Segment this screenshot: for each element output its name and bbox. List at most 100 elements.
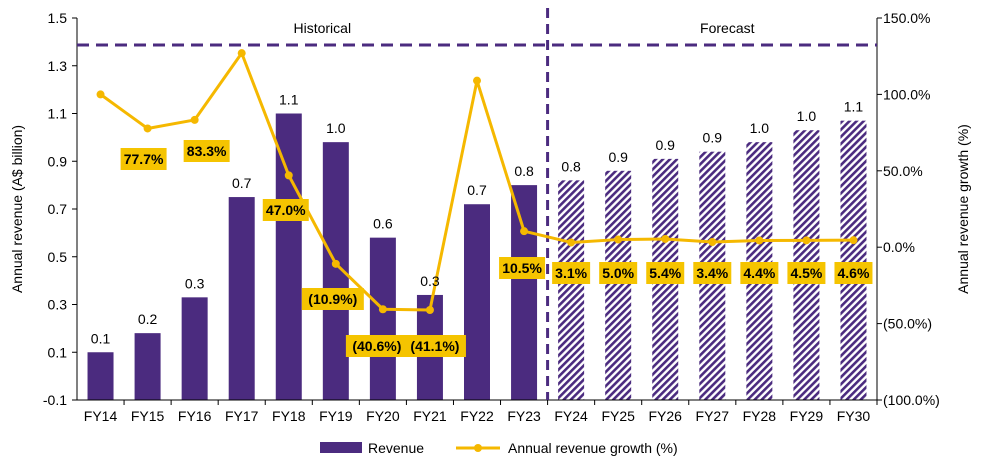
right-tick-label: 0.0%	[883, 239, 915, 255]
x-tick-label: FY30	[837, 408, 871, 424]
revenue-data-label: 0.3	[420, 273, 440, 289]
labels-layer: 0.1 0.2 0.3 0.7 1.1 1.0 0.6 0.3 0.7 0.8 0.8 0.9 0.9 0…	[91, 92, 873, 357]
growth-point	[284, 171, 293, 180]
right-tick-label: (50.0%)	[883, 316, 932, 332]
growth-point	[567, 238, 576, 247]
growth-point	[190, 115, 199, 124]
x-tick-label: FY28	[743, 408, 777, 424]
growth-point	[96, 90, 105, 99]
revenue-data-label: 0.8	[561, 158, 581, 174]
revenue-data-label: 0.3	[185, 275, 205, 291]
growth-label-box	[552, 262, 591, 284]
left-tick-label: 1.5	[48, 10, 68, 26]
growth-data-label: 4.4%	[743, 265, 775, 281]
x-tick-label: FY21	[413, 408, 447, 424]
growth-label-box	[183, 140, 230, 162]
growth-data-label: 77.7%	[124, 151, 164, 167]
growth-point	[331, 259, 340, 268]
left-tick-label: 0.7	[48, 201, 68, 217]
revenue-data-label: 1.0	[326, 120, 346, 136]
left-tick-label: 0.9	[48, 153, 68, 169]
revenue-bar	[511, 185, 538, 400]
growth-data-label: (40.6%)	[352, 338, 401, 354]
right-axis-title: Annual revenue growth (%)	[955, 124, 971, 294]
growth-data-label: (10.9%)	[308, 291, 357, 307]
growth-point	[473, 76, 481, 85]
x-tick-label: FY20	[366, 408, 400, 424]
growth-point	[755, 236, 764, 245]
growth-point	[237, 49, 246, 58]
growth-point	[378, 305, 387, 314]
x-tick-label: FY29	[790, 408, 824, 424]
revenue-bar	[558, 180, 585, 400]
revenue-data-label: 1.1	[279, 92, 299, 108]
growth-point	[802, 236, 811, 245]
growth-point	[849, 236, 858, 245]
left-tick-label: -0.1	[43, 392, 67, 408]
revenue-bar	[134, 333, 161, 400]
growth-data-label: 3.1%	[555, 265, 587, 281]
right-tick-label: 50.0%	[883, 163, 923, 179]
legend-marker-growth	[474, 444, 482, 452]
x-tick-label: FY14	[84, 408, 118, 424]
growth-data-label: 47.0%	[266, 202, 306, 218]
left-tick-label: 1.1	[48, 106, 68, 122]
left-tick-label: 0.5	[48, 249, 68, 265]
revenue-data-label: 0.9	[656, 137, 676, 153]
growth-label-box	[740, 262, 779, 284]
growth-point	[661, 234, 670, 243]
growth-point	[143, 124, 152, 133]
growth-data-label: 10.5%	[502, 260, 542, 276]
revenue-data-label: 1.0	[797, 108, 817, 124]
x-tick-label: FY24	[554, 408, 588, 424]
left-tick-label: 0.3	[48, 297, 68, 313]
axes-layer: -0.1 0.1 0.3 0.5 0.7 0.9 1.1 1.3 1.5 (100.0%) (50.…	[9, 10, 971, 424]
growth-data-label: 5.4%	[649, 265, 681, 281]
revenue-bar	[275, 113, 302, 400]
revenue-data-label: 0.8	[514, 163, 534, 179]
right-tick-label: 100.0%	[883, 86, 930, 102]
x-tick-label: FY27	[696, 408, 730, 424]
revenue-bar	[228, 197, 255, 400]
right-tick-label: 150.0%	[883, 10, 930, 26]
revenue-data-label: 0.9	[608, 149, 628, 165]
growth-line-layer	[96, 49, 858, 315]
left-tick-label: 0.1	[48, 344, 68, 360]
growth-data-label: 3.4%	[696, 265, 728, 281]
period-divider-layer: Historical Forecast	[77, 8, 877, 400]
revenue-data-label: 0.7	[232, 175, 252, 191]
x-tick-label: FY15	[131, 408, 165, 424]
revenue-bar	[87, 352, 114, 400]
right-tick-label: (100.0%)	[883, 392, 940, 408]
revenue-data-label: 0.6	[373, 216, 393, 232]
revenue-bar	[840, 120, 867, 400]
x-tick-label: FY25	[601, 408, 635, 424]
revenue-data-label: 0.7	[467, 182, 487, 198]
legend-layer: Revenue Annual revenue growth (%)	[320, 440, 678, 456]
growth-point	[708, 238, 717, 247]
growth-label-box	[403, 335, 466, 357]
x-tick-label: FY17	[225, 408, 259, 424]
x-tick-label: FY23	[507, 408, 541, 424]
revenue-bar	[464, 204, 490, 400]
growth-data-label: 4.6%	[838, 265, 870, 281]
growth-point	[425, 306, 434, 315]
legend-swatch-revenue	[320, 442, 362, 453]
x-tick-label: FY22	[460, 408, 494, 424]
growth-label-box	[646, 262, 685, 284]
revenue-bar	[605, 170, 632, 400]
revenue-data-label: 0.1	[91, 330, 111, 346]
growth-data-label: 5.0%	[602, 265, 634, 281]
growth-label-box	[262, 199, 309, 221]
legend-label-revenue: Revenue	[368, 440, 424, 456]
growth-data-label: (41.1%)	[410, 338, 459, 354]
growth-label-box	[787, 262, 826, 284]
growth-label-box	[834, 262, 873, 284]
growth-label-box	[599, 262, 638, 284]
left-axis-title: Annual revenue (A$ billion)	[9, 125, 25, 293]
period-label-historical: Historical	[294, 20, 352, 36]
revenue-bar	[369, 237, 396, 400]
revenue-data-label: 1.0	[750, 120, 770, 136]
revenue-data-label: 1.1	[844, 99, 864, 115]
